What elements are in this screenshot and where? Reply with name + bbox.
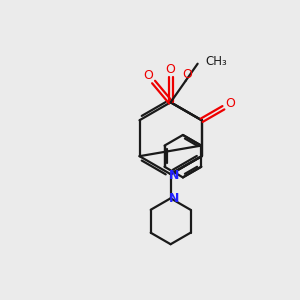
Text: N: N xyxy=(169,192,179,205)
Text: CH₃: CH₃ xyxy=(205,55,227,68)
Text: O: O xyxy=(182,68,192,81)
Text: O: O xyxy=(166,62,176,76)
Text: O: O xyxy=(226,97,236,110)
Text: O: O xyxy=(143,69,153,82)
Text: N: N xyxy=(169,169,179,182)
